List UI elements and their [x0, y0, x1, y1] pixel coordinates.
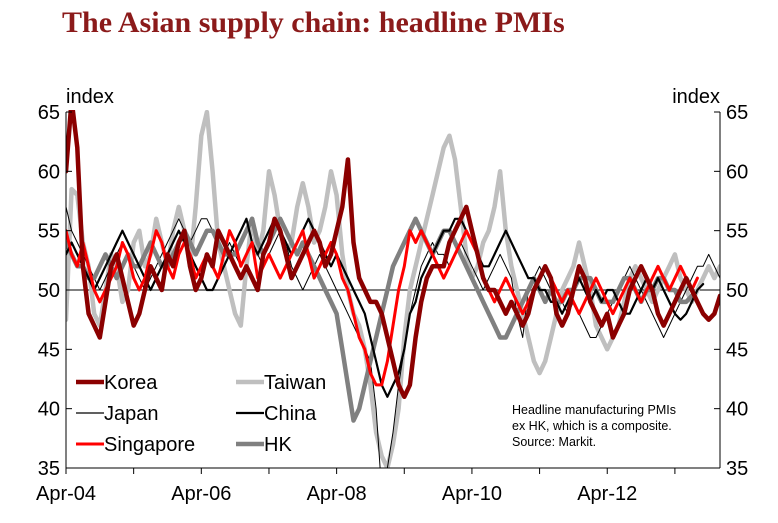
- y-tick-label-right: 45: [726, 339, 748, 361]
- legend-label: Singapore: [104, 434, 195, 456]
- x-tick-label: Apr-10: [442, 483, 502, 505]
- chart-title: The Asian supply chain: headline PMIs: [62, 6, 565, 39]
- note-line-2: ex HK, which is a composite.: [512, 419, 672, 433]
- y-tick-label-left: 40: [38, 399, 60, 421]
- legend-label: Taiwan: [264, 372, 326, 394]
- legend-item-japan: Japan: [76, 403, 159, 425]
- note-line-1: Headline manufacturing PMIs: [512, 403, 676, 417]
- y-tick-label-left: 55: [38, 221, 60, 243]
- y-tick-label-left: 65: [38, 102, 60, 124]
- y-tick-label-left: 60: [38, 161, 60, 183]
- x-tick-label: Apr-12: [577, 483, 637, 505]
- series-line-singapore: [66, 229, 699, 387]
- y-tick-label-left: 50: [38, 280, 60, 302]
- y-tick-label-right: 35: [726, 458, 748, 480]
- y-axis-unit-left: index: [66, 86, 114, 108]
- series-line-taiwan: [66, 110, 720, 468]
- y-tick-label-left: 45: [38, 339, 60, 361]
- chart-axes: 35 35 40 40 45 45 50 50 55 55 60 60 65 65 Apr-04 Apr-06…: [36, 102, 748, 505]
- legend: Korea Taiwan Japan China Singapore HK: [76, 372, 326, 456]
- series-layer: [66, 110, 720, 468]
- y-tick-label-right: 55: [726, 221, 748, 243]
- x-tick-label: Apr-08: [307, 483, 367, 505]
- y-tick-label-right: 60: [726, 161, 748, 183]
- legend-label: Korea: [104, 372, 158, 394]
- legend-item-singapore: Singapore: [76, 434, 195, 456]
- legend-label: HK: [264, 434, 292, 456]
- legend-item-korea: Korea: [76, 372, 158, 394]
- legend-label: China: [264, 403, 317, 425]
- y-tick-label-right: 65: [726, 102, 748, 124]
- x-tick-label: Apr-04: [36, 483, 96, 505]
- legend-label: Japan: [104, 403, 159, 425]
- x-tick-label: Apr-06: [171, 483, 231, 505]
- note-line-3: Source: Markit.: [512, 435, 596, 449]
- chart-note: Headline manufacturing PMIs ex HK, which…: [512, 403, 676, 449]
- legend-item-taiwan: Taiwan: [236, 372, 326, 394]
- y-tick-label-right: 40: [726, 399, 748, 421]
- y-axis-unit-right: index: [672, 86, 720, 108]
- series-line-japan: [66, 206, 720, 468]
- legend-item-hk: HK: [236, 434, 292, 456]
- legend-item-china: China: [236, 403, 317, 425]
- series-line-china: [66, 217, 705, 398]
- y-tick-label-left: 35: [38, 458, 60, 480]
- y-tick-label-right: 50: [726, 280, 748, 302]
- series-line-korea: [66, 110, 720, 400]
